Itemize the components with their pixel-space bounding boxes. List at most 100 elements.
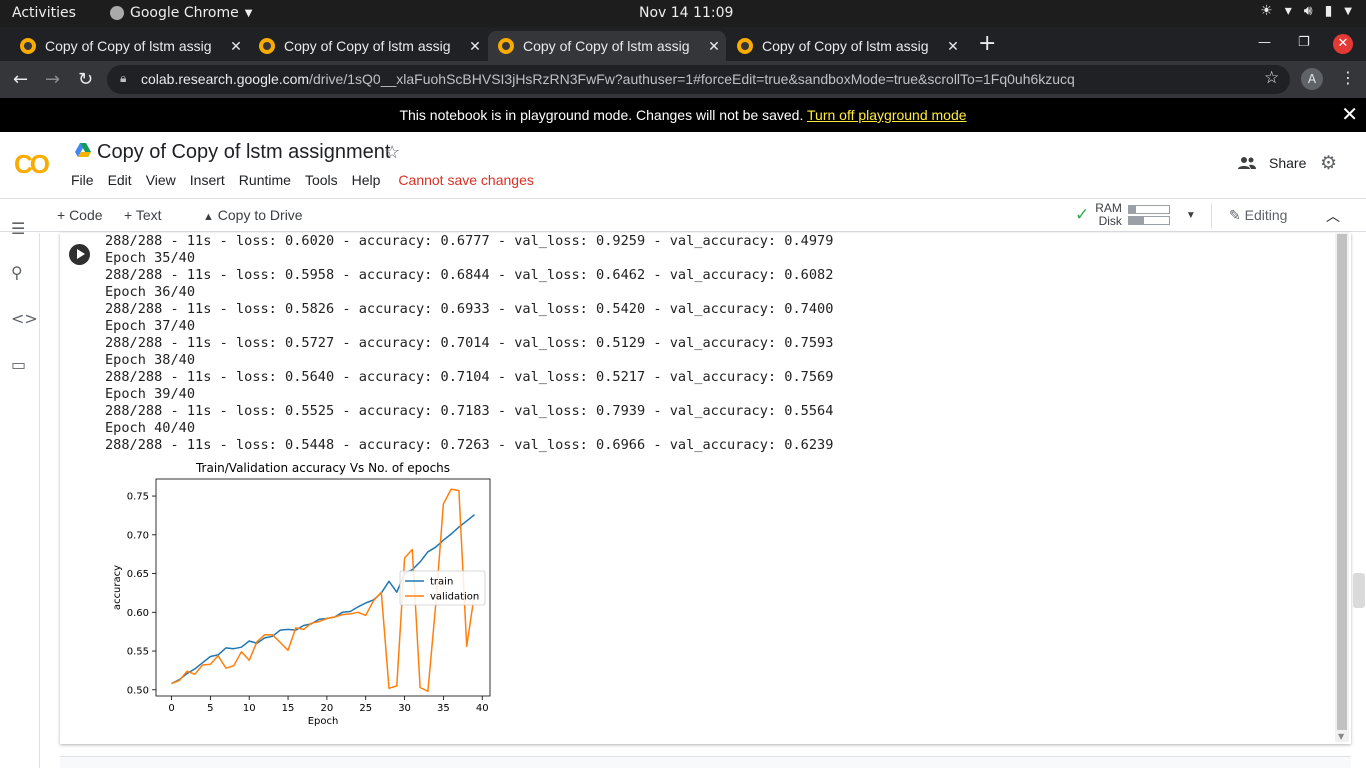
browser-tab[interactable]: Copy of Copy of lstm assig ✕ xyxy=(727,31,965,61)
chrome-menu-icon[interactable]: ⋮ xyxy=(1340,68,1356,87)
menu-runtime[interactable]: Runtime xyxy=(238,172,291,188)
editing-label: Editing xyxy=(1244,207,1288,223)
code-snippets-icon[interactable]: <> xyxy=(11,309,38,328)
series-line-train xyxy=(171,514,475,685)
reload-icon[interactable]: ↻ xyxy=(78,69,94,90)
x-tick-label: 25 xyxy=(359,703,372,714)
training-log-line: 288/288 - 11s - loss: 0.5826 - accuracy:… xyxy=(105,301,834,317)
connected-check-icon: ✓ xyxy=(1075,205,1090,224)
x-tick-label: 20 xyxy=(321,703,334,714)
banner-close-icon[interactable]: ✕ xyxy=(1341,104,1358,126)
maximize-button[interactable]: ❐ xyxy=(1298,35,1310,50)
menu-file[interactable]: File xyxy=(71,172,94,188)
chrome-icon xyxy=(110,6,124,20)
cell-output: 288/288 - 11s - loss: 0.6020 - accuracy:… xyxy=(105,233,833,454)
colab-logo[interactable]: CO xyxy=(14,149,50,179)
browser-tab-active[interactable]: Copy of Copy of lstm assig ✕ xyxy=(488,31,726,61)
epoch-line: Epoch 36/40 xyxy=(105,284,196,300)
settings-gear-icon[interactable]: ⚙ xyxy=(1320,153,1338,174)
menu-help[interactable]: Help xyxy=(351,172,381,188)
drive-icon: ▲ xyxy=(203,211,214,223)
training-log-line: 288/288 - 11s - loss: 0.5448 - accuracy:… xyxy=(105,437,834,453)
url-path: /drive/1sQ0__xlaFuohScBHVSI3jHsRzRN3FwFw… xyxy=(309,71,1075,87)
editing-mode-button[interactable]: ✎ Editing xyxy=(1229,207,1287,224)
y-tick-label: 0.60 xyxy=(127,608,149,619)
profile-avatar[interactable]: A xyxy=(1301,68,1323,90)
menu-insert[interactable]: Insert xyxy=(189,172,225,188)
add-text-cell-button[interactable]: + Text xyxy=(124,207,162,223)
menu-view[interactable]: View xyxy=(145,172,176,188)
notebook-header: CO Copy of Copy of lstm assignment ☆ Fil… xyxy=(0,132,1366,198)
training-log-line: 288/288 - 11s - loss: 0.6020 - accuracy:… xyxy=(105,233,834,249)
app-name: Google Chrome xyxy=(130,5,239,21)
add-code-cell-button[interactable]: + Code xyxy=(57,207,103,223)
colab-favicon-icon xyxy=(498,38,514,54)
turn-off-playground-link[interactable]: Turn off playground mode xyxy=(807,107,967,123)
share-button[interactable]: Share xyxy=(1237,155,1306,171)
files-folder-icon[interactable]: ▭ xyxy=(11,355,27,374)
new-tab-button[interactable]: + xyxy=(978,31,997,56)
pencil-icon: ✎ xyxy=(1229,207,1241,223)
collapse-header-icon[interactable]: ︿ xyxy=(1326,208,1340,224)
disk-meter xyxy=(1127,216,1170,225)
copy-to-drive-button[interactable]: ▲ Copy to Drive xyxy=(203,207,303,223)
copy-to-drive-label: Copy to Drive xyxy=(217,207,303,223)
x-tick-label: 30 xyxy=(398,703,411,714)
run-cell-button[interactable] xyxy=(69,244,90,265)
epoch-line: Epoch 35/40 xyxy=(105,250,196,266)
x-tick-label: 35 xyxy=(437,703,450,714)
menu-edit[interactable]: Edit xyxy=(107,172,132,188)
y-tick-label: 0.50 xyxy=(127,685,149,696)
tab-close-icon[interactable]: ✕ xyxy=(708,37,720,54)
page-scrollbar-thumb[interactable] xyxy=(1353,573,1365,608)
legend-label: train xyxy=(430,577,453,588)
star-icon[interactable]: ☆ xyxy=(384,142,401,162)
resource-monitor[interactable]: ✓ RAM Disk ▼ xyxy=(1075,202,1196,228)
output-scrollbar-thumb[interactable] xyxy=(1337,234,1347,730)
notebook-title[interactable]: Copy of Copy of lstm assignment xyxy=(97,141,391,163)
tab-close-icon[interactable]: ✕ xyxy=(230,37,242,54)
training-log-line: 288/288 - 11s - loss: 0.5727 - accuracy:… xyxy=(105,335,834,351)
browser-tab[interactable]: Copy of Copy of lstm assig ✕ xyxy=(249,31,487,61)
cannot-save-warning[interactable]: Cannot save changes xyxy=(398,172,534,188)
chevron-down-icon[interactable]: ▼ xyxy=(1185,209,1196,221)
system-tray[interactable]: ☀ ▾ 🔊︎ ▮ ▼ xyxy=(1260,3,1352,19)
accuracy-chart: Train/Validation accuracy Vs No. of epoc… xyxy=(112,461,491,727)
epoch-line: Epoch 39/40 xyxy=(105,386,196,402)
app-menu[interactable]: Google Chrome ▼ xyxy=(110,5,252,21)
x-tick-label: 40 xyxy=(476,703,489,714)
forward-arrow-icon[interactable]: → xyxy=(45,69,61,90)
search-icon[interactable]: ⚲ xyxy=(11,263,23,282)
bookmark-star-icon[interactable]: ☆ xyxy=(1264,68,1280,88)
tab-strip: Copy of Copy of lstm assig ✕ Copy of Cop… xyxy=(0,27,1366,61)
table-of-contents-icon[interactable]: ☰ xyxy=(11,219,26,238)
activities-button[interactable]: Activities xyxy=(12,5,76,21)
clock[interactable]: Nov 14 11:09 xyxy=(639,5,734,21)
next-cell-edge xyxy=(60,756,1351,768)
tab-title: Copy of Copy of lstm assig xyxy=(762,38,929,54)
window-close-button[interactable]: ✕ xyxy=(1333,34,1353,54)
lock-icon[interactable]: 🔒︎ xyxy=(120,71,127,85)
tab-close-icon[interactable]: ✕ xyxy=(469,37,481,54)
banner-text: This notebook is in playground mode. Cha… xyxy=(399,107,807,123)
back-arrow-icon[interactable]: ← xyxy=(13,69,29,90)
scroll-down-arrow-icon[interactable]: ▼ xyxy=(1338,732,1345,741)
volume-icon: 🔊︎ xyxy=(1303,3,1313,19)
training-log-line: 288/288 - 11s - loss: 0.5525 - accuracy:… xyxy=(105,403,834,419)
x-tick-label: 5 xyxy=(207,703,213,714)
url-host: colab.research.google.com xyxy=(141,71,310,87)
system-top-bar: Activities Google Chrome ▼ Nov 14 11:09 … xyxy=(0,0,1366,27)
battery-icon: ▮ xyxy=(1324,3,1333,19)
notebook-toolbar: + Code + Text ▲ Copy to Drive ✓ RAM Disk… xyxy=(0,198,1366,232)
chart-title: Train/Validation accuracy Vs No. of epoc… xyxy=(195,461,450,475)
training-log-line: 288/288 - 11s - loss: 0.5958 - accuracy:… xyxy=(105,267,834,283)
minimize-button[interactable]: — xyxy=(1258,35,1271,50)
address-bar[interactable]: colab.research.google.com/drive/1sQ0__xl… xyxy=(107,65,1290,94)
menu-tools[interactable]: Tools xyxy=(304,172,338,188)
tab-close-icon[interactable]: ✕ xyxy=(947,37,959,54)
epoch-line: Epoch 40/40 xyxy=(105,420,196,436)
x-tick-label: 10 xyxy=(243,703,256,714)
x-tick-label: 15 xyxy=(282,703,295,714)
browser-tab[interactable]: Copy of Copy of lstm assig ✕ xyxy=(10,31,248,61)
google-drive-icon[interactable] xyxy=(75,143,91,157)
